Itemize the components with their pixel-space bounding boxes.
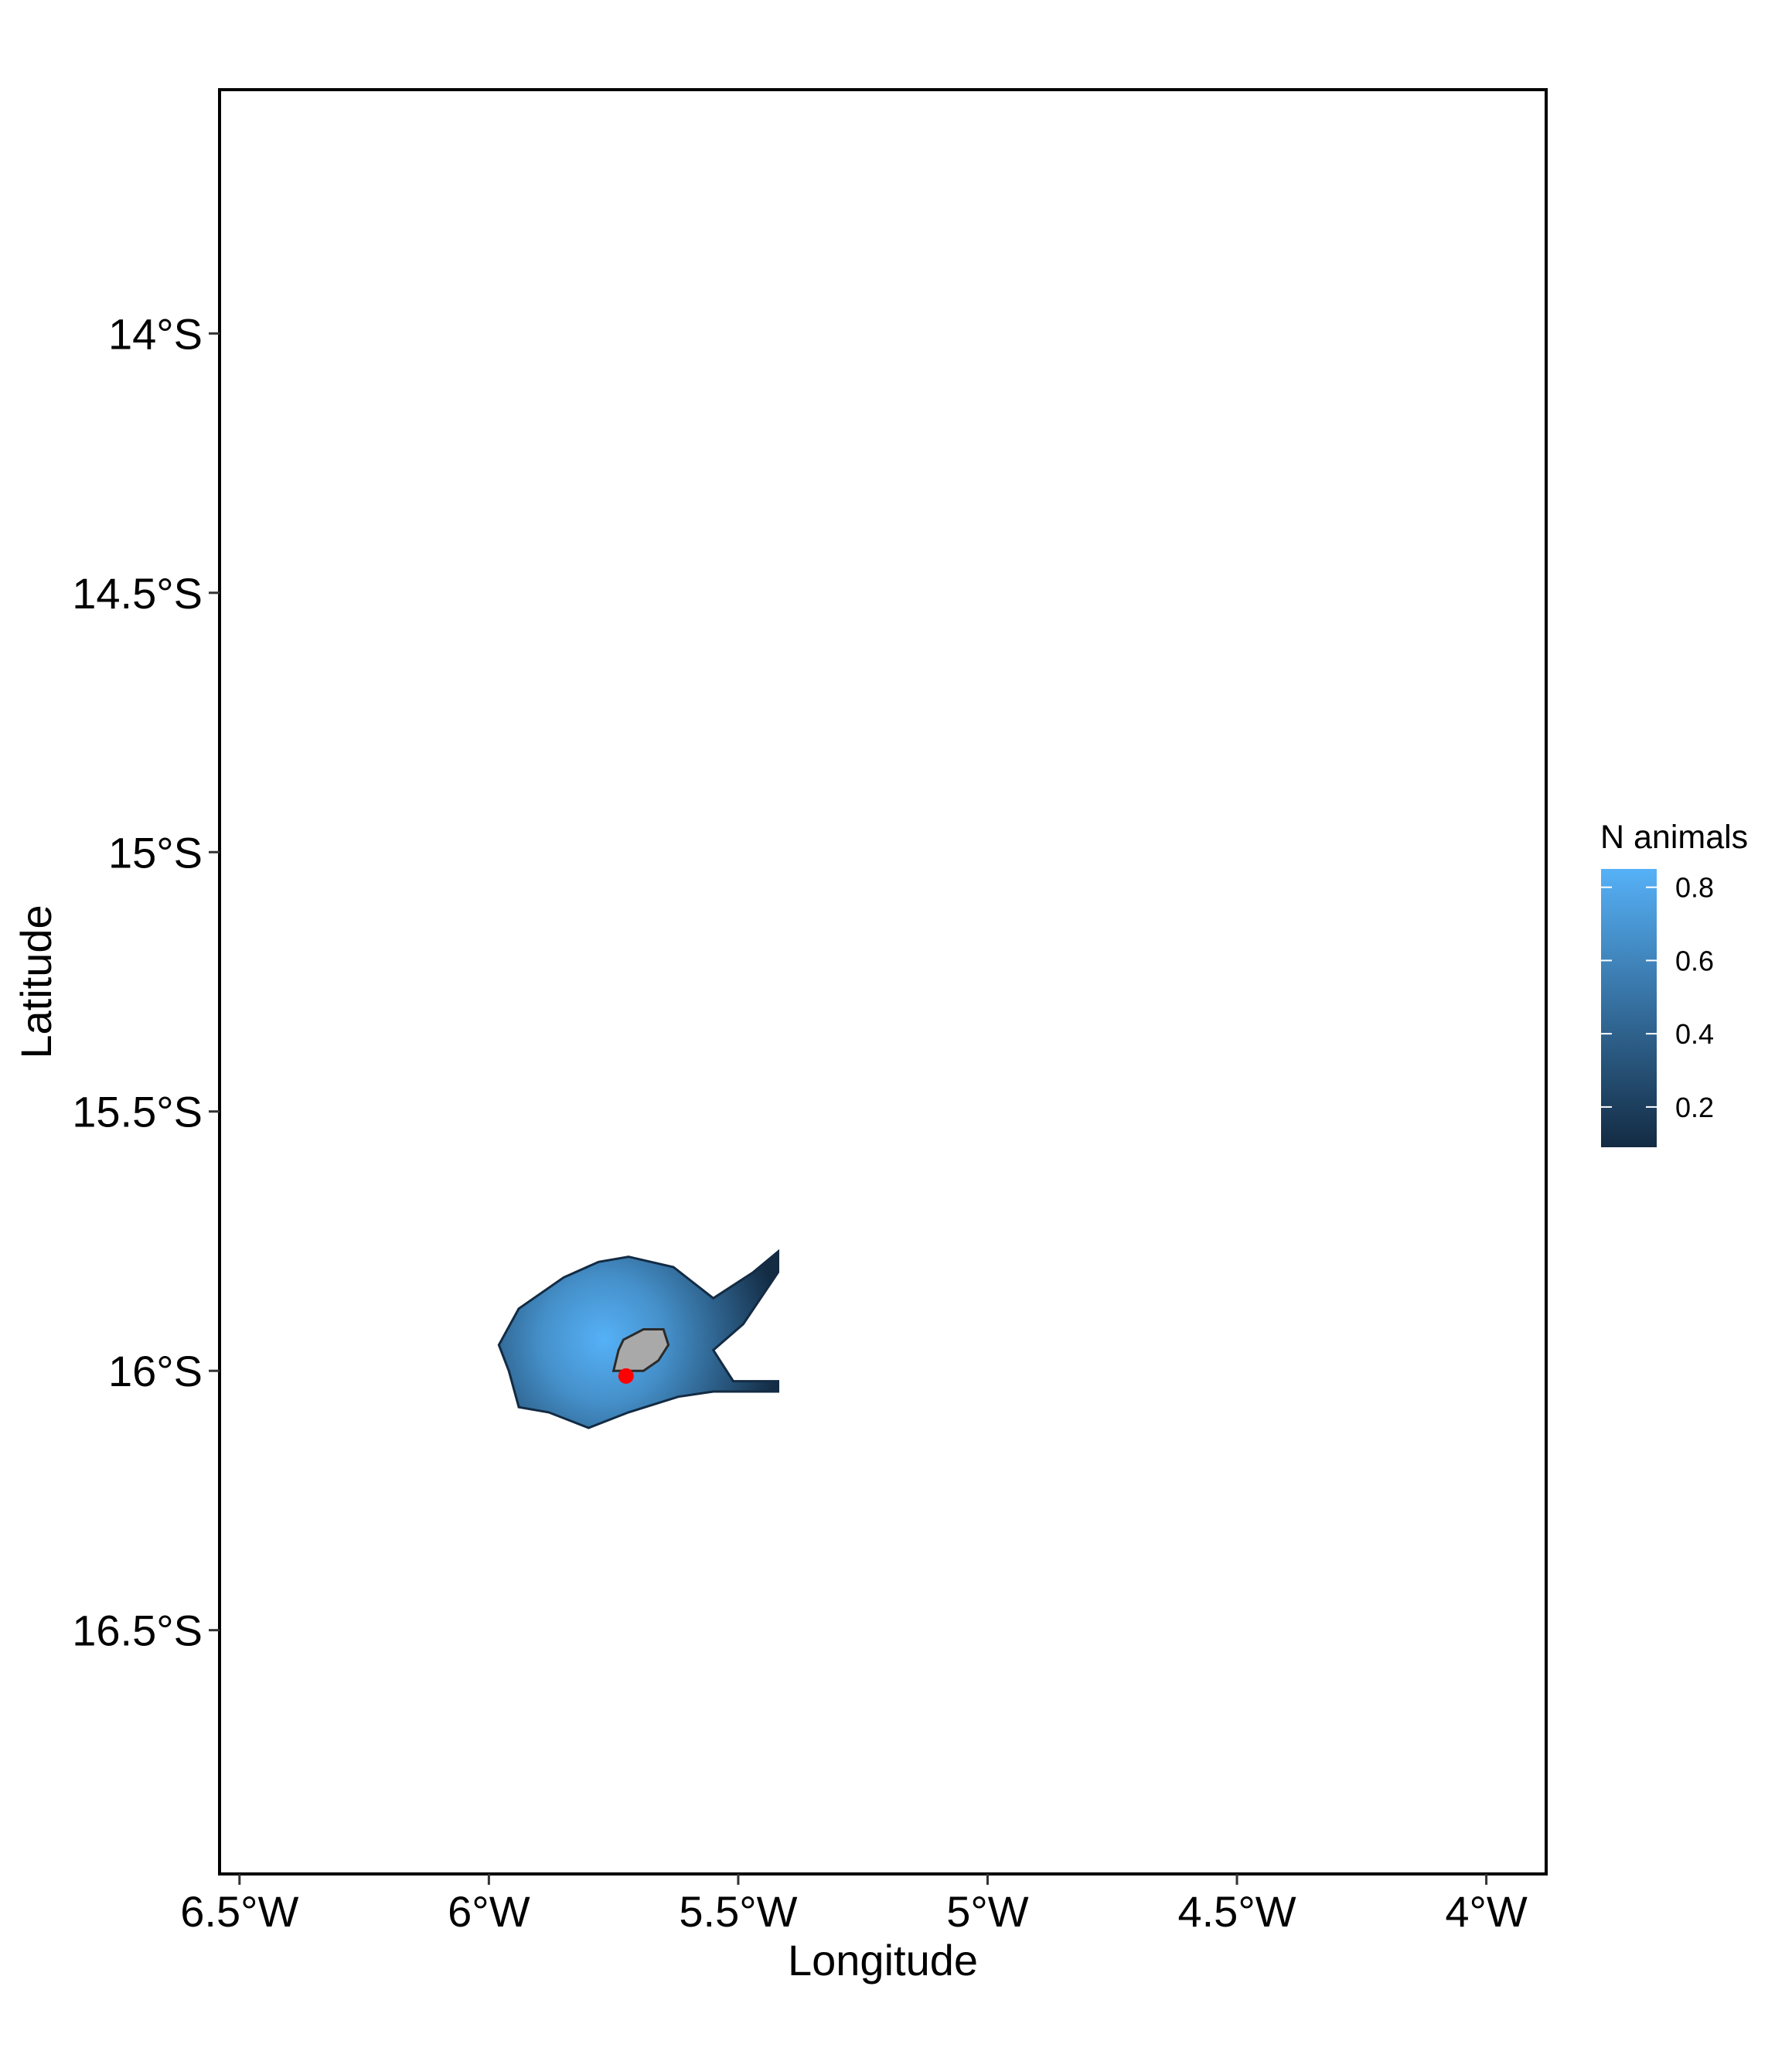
legend-title: N animals — [1600, 819, 1748, 856]
x-tick-label: 5.5°W — [679, 1887, 797, 1936]
legend-tick-label: 0.8 — [1675, 872, 1714, 904]
y-tick-label: 15.5°S — [72, 1088, 203, 1136]
map-panel — [497, 1249, 779, 1429]
x-tick-label: 6.5°W — [180, 1887, 298, 1936]
y-tick-label: 14.5°S — [72, 569, 203, 618]
x-axis-title: Longitude — [788, 1936, 978, 1985]
y-axis: 14°S 14.5°S 15°S 15.5°S 16°S 16.5°S — [72, 309, 220, 1655]
legend-tick-label: 0.2 — [1675, 1092, 1714, 1123]
grey-polygon — [612, 1328, 670, 1372]
legend-ticks: 0.8 0.6 0.4 0.2 — [1601, 872, 1714, 1123]
x-tick-label: 6°W — [448, 1887, 530, 1936]
y-tick-label: 16.5°S — [72, 1606, 203, 1655]
y-axis-title: Latitude — [12, 905, 60, 1058]
legend-tick-label: 0.4 — [1675, 1018, 1714, 1050]
legend: N animals 0.8 0.6 0.4 0.2 — [1600, 819, 1748, 1147]
y-tick-label: 15°S — [108, 828, 203, 877]
y-tick-label: 16°S — [108, 1347, 203, 1395]
x-axis: 6.5°W 6°W 5.5°W 5°W 4.5°W 4°W — [180, 1874, 1528, 1936]
x-tick-label: 4.5°W — [1177, 1887, 1296, 1936]
red-point-marker — [618, 1368, 634, 1384]
legend-tick-label: 0.6 — [1675, 945, 1714, 976]
panel-border — [218, 88, 1548, 1876]
x-tick-label: 4°W — [1445, 1887, 1528, 1936]
y-tick-label: 14°S — [108, 309, 203, 358]
legend-colorbar — [1601, 869, 1657, 1147]
x-tick-label: 5°W — [946, 1887, 1029, 1936]
